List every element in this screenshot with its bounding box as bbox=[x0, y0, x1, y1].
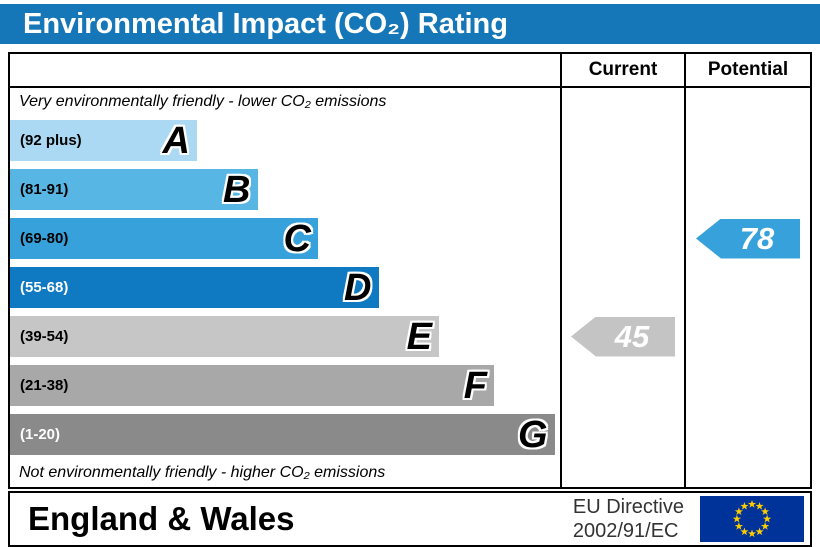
rating-table: Current Potential Very environmentally f… bbox=[8, 52, 812, 489]
band-range-label: (69-80) bbox=[20, 230, 69, 247]
band-range-label: (81-91) bbox=[20, 181, 69, 198]
band-range-label: (39-54) bbox=[20, 328, 69, 345]
band-row-d: (55-68) D bbox=[10, 263, 560, 312]
band-row-g: (1-20) G bbox=[10, 410, 560, 459]
band-letter: C bbox=[283, 217, 311, 260]
band-letter: B bbox=[223, 168, 251, 211]
chart-header-spacer bbox=[10, 54, 560, 86]
band-letter: E bbox=[406, 315, 432, 358]
band-range-label: (1-20) bbox=[20, 426, 61, 443]
potential-rating-arrow: 78 bbox=[696, 218, 800, 259]
potential-column: 78 bbox=[684, 88, 810, 487]
eu-directive-line1: EU Directive bbox=[572, 496, 684, 518]
band-row-b: (81-91) B bbox=[10, 165, 560, 214]
band-letter: F bbox=[463, 364, 487, 407]
current-column: 45 bbox=[560, 88, 684, 487]
page-title: Environmental Impact (CO₂) Rating bbox=[0, 4, 820, 44]
eu-directive-label: EU Directive 2002/91/EC bbox=[573, 495, 700, 543]
footer: England & Wales EU Directive 2002/91/EC bbox=[8, 491, 812, 547]
bands-container: (92 plus) A (81-91) B (69-80) C (55-68) D (39-54… bbox=[10, 116, 560, 459]
band-row-f: (21-38) F bbox=[10, 361, 560, 410]
table-header-row: Current Potential bbox=[10, 54, 810, 88]
band-bar-g: (1-20) G bbox=[10, 414, 555, 455]
band-bar-a: (92 plus) A bbox=[10, 120, 197, 161]
current-rating-value: 45 bbox=[614, 319, 650, 354]
eu-directive-line2: 2002/91/EC bbox=[572, 520, 679, 542]
band-letter: G bbox=[517, 413, 548, 456]
band-range-label: (21-38) bbox=[20, 377, 69, 394]
potential-rating-value: 78 bbox=[739, 221, 775, 256]
band-range-label: (55-68) bbox=[20, 279, 69, 296]
band-row-e: (39-54) E bbox=[10, 312, 560, 361]
current-column-header: Current bbox=[560, 54, 684, 86]
band-row-a: (92 plus) A bbox=[10, 116, 560, 165]
band-bar-b: (81-91) B bbox=[10, 169, 258, 210]
band-letter: D bbox=[344, 266, 372, 309]
band-bar-c: (69-80) C bbox=[10, 218, 318, 259]
top-note: Very environmentally friendly - lower CO… bbox=[19, 93, 387, 110]
current-rating-arrow: 45 bbox=[571, 316, 675, 357]
potential-column-header: Potential bbox=[684, 54, 810, 86]
eu-flag-icon bbox=[700, 496, 804, 542]
rating-scale: Very environmentally friendly - lower CO… bbox=[10, 88, 560, 487]
band-range-label: (92 plus) bbox=[20, 132, 82, 149]
band-row-c: (69-80) C bbox=[10, 214, 560, 263]
table-body: Very environmentally friendly - lower CO… bbox=[10, 88, 810, 487]
band-bar-f: (21-38) F bbox=[10, 365, 494, 406]
region-label: England & Wales bbox=[28, 500, 295, 537]
band-bar-e: (39-54) E bbox=[10, 316, 439, 357]
band-bar-d: (55-68) D bbox=[10, 267, 379, 308]
band-letter: A bbox=[162, 119, 190, 162]
bottom-note: Not environmentally friendly - higher CO… bbox=[19, 464, 386, 481]
